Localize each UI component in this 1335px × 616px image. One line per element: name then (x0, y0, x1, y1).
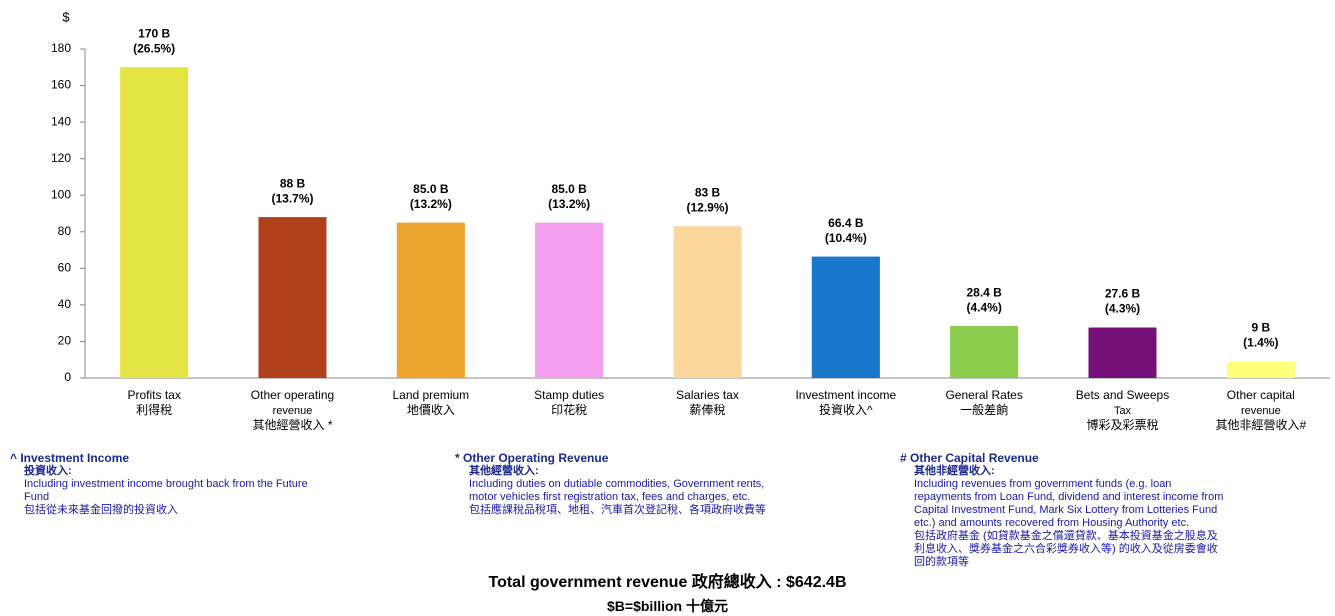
value-label: 170 B (138, 26, 170, 40)
y-tick-label: 140 (51, 114, 71, 128)
note-line: motor vehicles first registration tax, f… (469, 491, 751, 503)
x-tick-label: 其他經營收入 * (252, 418, 332, 432)
bar-shade (811, 256, 880, 378)
chart: $ 0 20 40 60 80 100 120 140 160 180 Profits tax利得稅… (51, 9, 1330, 432)
note-line: Capital Investment Fund, Mark Six Lotter… (914, 504, 1218, 516)
value-label: 85.0 B (413, 182, 449, 196)
note-line: 包括從未來基金回撥的投資收入 (24, 504, 178, 516)
bar-shade (950, 326, 1019, 378)
x-tick-label: 其他非經營收入# (1215, 418, 1306, 432)
note: ^ Investment Income 投資收入: Including invest… (10, 452, 308, 517)
note-line: Including duties on dutiable commodities… (469, 478, 765, 490)
bar-shade (396, 222, 465, 378)
share-label: (1.4%) (1243, 336, 1278, 350)
y-tick-label: 0 (64, 370, 71, 384)
x-tick-label: Investment income (795, 388, 896, 402)
value-label: 83 B (695, 185, 721, 199)
note-subheading: 投資收入: (24, 465, 72, 477)
y-tick-label: 120 (51, 151, 71, 165)
x-tick-label: 薪俸稅 (689, 403, 725, 417)
y-tick-label: 40 (58, 297, 72, 311)
x-tick-label: Bets and Sweeps (1076, 388, 1169, 402)
x-tick-label: 利得稅 (136, 402, 172, 417)
x-tick-label: Other operating (251, 388, 334, 402)
share-label: (13.2%) (410, 197, 452, 211)
share-label: (10.4%) (825, 231, 867, 245)
y-tick-label: 180 (51, 41, 71, 55)
y-tick-label: 60 (58, 261, 72, 275)
note-heading: ^ Investment Income (10, 451, 130, 465)
bar-shade (258, 217, 327, 378)
y-tick-label: 80 (58, 224, 72, 238)
value-label: 66.4 B (828, 216, 864, 230)
bar-shade (1226, 361, 1295, 378)
x-tick-label: 一般差餉 (960, 402, 1008, 417)
note-line: Including investment income brought back… (24, 478, 308, 490)
note-line: 利息收入、獎券基金之六合彩獎券收入等) 的收入及從房委會收 (914, 543, 1218, 555)
note-line: etc.) and amounts recovered from Housing… (914, 517, 1190, 529)
total: Total government revenue 政府總收入 : $642.4B (488, 574, 847, 591)
note-line: Fund (24, 491, 50, 503)
note-line: Including revenues from government funds… (914, 478, 1172, 490)
note-line: 回的款項等 (914, 556, 969, 568)
x-tick-label: 印花稅 (551, 402, 587, 417)
note-line: repayments from Loan Fund, dividend and … (914, 491, 1224, 503)
value-label: 27.6 B (1105, 287, 1141, 301)
note-heading: * Other Operating Revenue (455, 451, 609, 465)
value-label: 9 B (1251, 321, 1270, 335)
note-subheading: 其他經營收入: (469, 465, 539, 477)
bar-shade (673, 226, 742, 378)
bar-shade (535, 222, 604, 378)
share-label: (26.5%) (133, 41, 175, 55)
y-tick-label: 20 (58, 334, 72, 348)
x-tick-label: Other capital (1227, 388, 1295, 402)
bar-shade (1088, 327, 1157, 378)
x-tick-label: General Rates (945, 388, 1022, 402)
x-tick-label: 地價收入 (407, 403, 455, 417)
y-axis-label: $ (62, 9, 70, 24)
share-label: (4.3%) (1105, 302, 1140, 316)
y-tick-label: 100 (51, 187, 71, 201)
share-label: (4.4%) (966, 300, 1001, 314)
x-tick-label: revenue (1241, 405, 1281, 417)
share-label: (13.7%) (271, 191, 313, 205)
note: * Other Operating Revenue 其他經營收入: Includin… (455, 452, 766, 517)
note-line: 包括政府基金 (如貸款基金之償還貸款、基本投資基金之股息及 (914, 530, 1218, 542)
note-subheading: 其他非經營收入: (914, 465, 995, 477)
x-tick-label: Land premium (392, 388, 469, 402)
value-label: 28.4 B (966, 285, 1002, 299)
bar-shade (120, 67, 189, 379)
note: # Other Capital Revenue 其他非經營收入: Including… (900, 452, 1223, 569)
x-tick-label: Stamp duties (534, 388, 604, 402)
y-tick-label: 160 (51, 78, 71, 92)
note-line: 包括應課稅品稅項、地租、汽車首次登記稅、各項政府收費等 (469, 504, 766, 516)
share-label: (13.2%) (548, 197, 590, 211)
x-tick-label: 投資收入^ (819, 402, 873, 417)
unit-note: $B=$billion 十億元 (607, 598, 728, 614)
x-tick-label: Salaries tax (676, 388, 739, 402)
x-tick-label: Profits tax (127, 388, 180, 402)
x-tick-label: 博彩及彩票稅 (1086, 417, 1158, 432)
value-label: 85.0 B (551, 182, 587, 196)
share-label: (12.9%) (686, 200, 728, 214)
x-tick-label: Tax (1114, 405, 1132, 417)
value-label: 88 B (280, 176, 306, 190)
note-heading: # Other Capital Revenue (900, 451, 1039, 465)
x-tick-label: revenue (273, 405, 313, 417)
